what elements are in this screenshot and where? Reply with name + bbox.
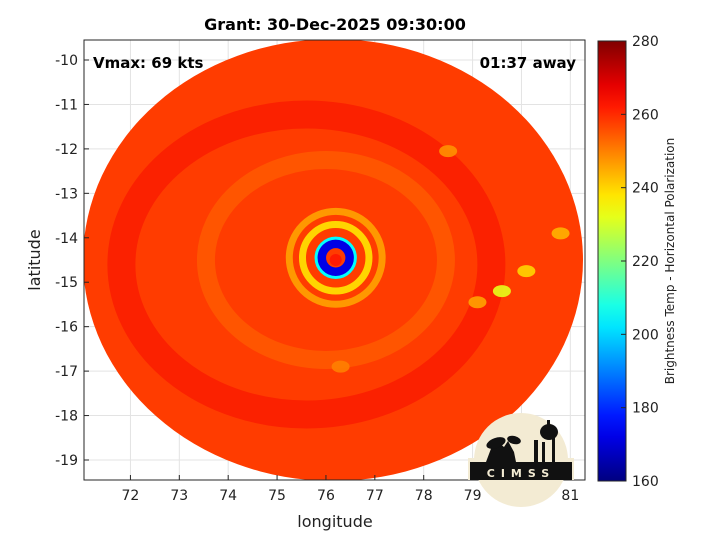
chart-title: Grant: 30-Dec-2025 09:30:00 <box>204 15 466 34</box>
x-tick-label: 75 <box>268 488 286 504</box>
x-axis-label: longitude <box>297 512 372 531</box>
convective-ring <box>285 207 386 308</box>
colorbar-tick-label: 220 <box>632 254 659 270</box>
x-tick-label: 74 <box>219 488 237 504</box>
y-tick-label: -12 <box>55 142 78 158</box>
plot-frame <box>83 39 586 481</box>
x-tick-label: 72 <box>122 488 140 504</box>
outer-band <box>107 100 506 429</box>
colorbar-tick-label: 260 <box>632 107 659 123</box>
convective-ring <box>298 221 373 295</box>
storm-eye <box>329 254 342 266</box>
cimss-logo: CIMSS <box>468 413 574 507</box>
convective-spot <box>551 227 570 240</box>
logo-text: CIMSS <box>487 467 555 480</box>
convective-spot <box>468 296 487 309</box>
x-tick-label: 81 <box>561 488 579 504</box>
y-tick-label: -16 <box>55 320 78 336</box>
x-tick-label: 78 <box>415 488 433 504</box>
y-axis: -10 -11 -12 -13 -14 -15 -16 -17 -18 -19 <box>55 53 89 469</box>
y-tick-label: -18 <box>55 409 78 425</box>
x-tick-label: 79 <box>464 488 482 504</box>
colorbar-tick-label: 200 <box>632 327 659 343</box>
convective-spot <box>439 145 458 158</box>
mid-band <box>196 151 455 369</box>
colorbar-tick-label: 280 <box>632 34 659 50</box>
x-tick-label: 76 <box>317 488 335 504</box>
colorbar-label: Brightness Temp - Horizontal Polarizatio… <box>663 138 677 385</box>
y-tick-label: -11 <box>55 97 78 113</box>
y-tick-label: -15 <box>55 275 78 291</box>
y-axis-label: latitude <box>25 229 44 290</box>
x-tick-label: 73 <box>170 488 188 504</box>
y-tick-label: -10 <box>55 53 78 69</box>
x-tick-label: 77 <box>366 488 384 504</box>
convective-spot <box>331 360 350 373</box>
time-away-annotation: 01:37 away <box>480 54 577 72</box>
satellite-swath <box>84 40 583 480</box>
convective-spot <box>492 285 511 298</box>
y-tick-label: -19 <box>55 453 78 469</box>
y-tick-label: -13 <box>55 186 78 202</box>
colorbar-tick-label: 160 <box>632 474 659 490</box>
eyewall <box>316 238 356 278</box>
colorbar-tick-label: 240 <box>632 181 659 197</box>
colorbar-tick-label: 180 <box>632 401 659 417</box>
colorbar-ticks: 160 180 200 220 240 260 280 <box>621 34 659 490</box>
y-tick-label: -14 <box>55 231 78 247</box>
swath-features <box>107 100 570 429</box>
convective-spot <box>517 265 536 278</box>
vmax-annotation: Vmax: 69 kts <box>93 54 203 72</box>
y-tick-label: -17 <box>55 364 78 380</box>
eyewall-edge <box>314 236 357 279</box>
